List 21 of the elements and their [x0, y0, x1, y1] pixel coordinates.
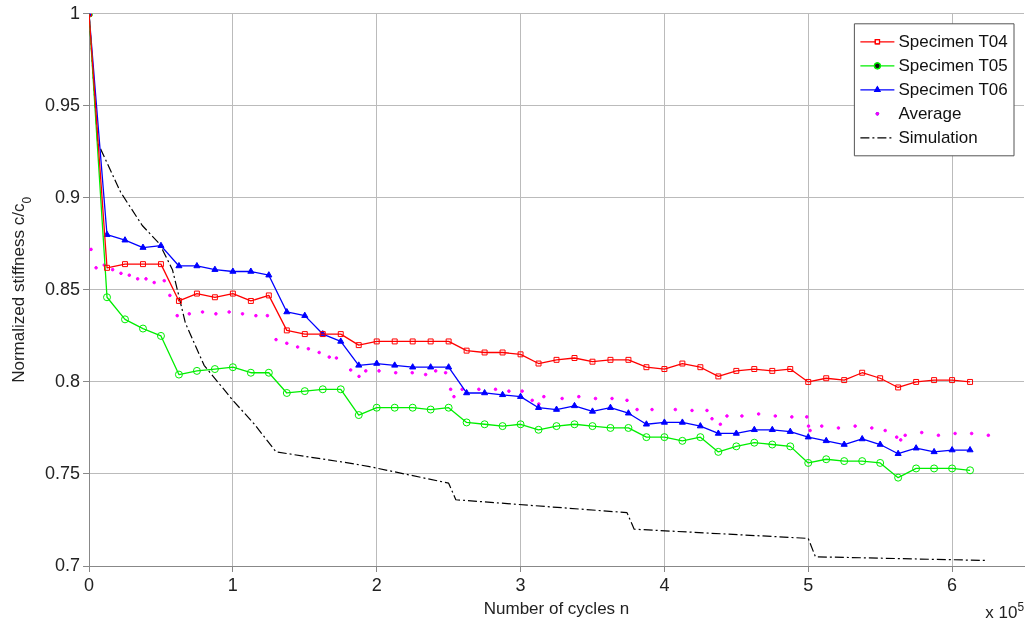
y-tick-label: 0.8 [55, 370, 81, 391]
legend-label: Specimen T04 [898, 32, 1008, 52]
y-tick-label: 0.9 [55, 186, 81, 207]
legend-label: Average [898, 104, 962, 124]
x-axis-title: Number of cycles n [483, 599, 630, 619]
y-axis-title: Normalized stiffness c/c0 [9, 196, 34, 383]
y-tick-label: 0.95 [44, 94, 81, 115]
y-tick-label: 1 [70, 2, 81, 23]
y-tick-label: 0.7 [55, 554, 81, 575]
x-tick-label: 1 [227, 574, 238, 595]
x-tick-label: 4 [659, 574, 670, 595]
x-tick-label: 6 [947, 574, 958, 595]
x-tick-label: 2 [371, 574, 382, 595]
y-tick-label: 0.75 [44, 462, 81, 483]
legend-label: Specimen T05 [898, 56, 1008, 76]
x-tick-label: 5 [803, 574, 814, 595]
x-tick-label: 3 [515, 574, 526, 595]
legend-label: Simulation [898, 128, 978, 148]
legend-label: Specimen T06 [898, 80, 1008, 100]
y-tick-label: 0.85 [44, 278, 81, 299]
x-tick-label: 0 [84, 574, 95, 595]
